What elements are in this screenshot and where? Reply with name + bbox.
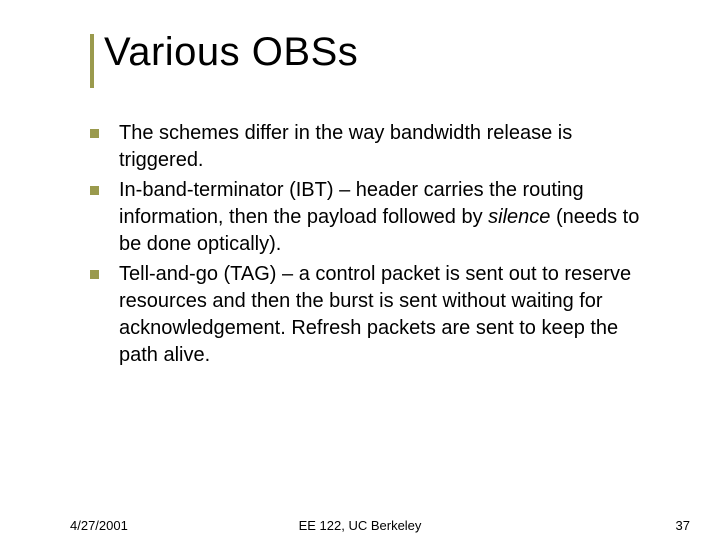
bullet-text-emphasis: silence: [488, 206, 550, 228]
title-accent-bar: [90, 34, 94, 88]
bullet-text: Tell-and-go (TAG) – a control packet is …: [119, 261, 660, 369]
square-bullet-icon: [90, 270, 99, 279]
slide-title: Various OBSs: [90, 30, 358, 75]
square-bullet-icon: [90, 129, 99, 138]
list-item: Tell-and-go (TAG) – a control packet is …: [90, 261, 660, 369]
bullet-text: In-band-terminator (IBT) – header carrie…: [119, 177, 660, 258]
slide: Various OBSs The schemes differ in the w…: [0, 0, 720, 540]
footer-page-number: 37: [676, 518, 690, 533]
bullet-text: The schemes differ in the way bandwidth …: [119, 120, 660, 174]
list-item: The schemes differ in the way bandwidth …: [90, 120, 660, 174]
list-item: In-band-terminator (IBT) – header carrie…: [90, 177, 660, 258]
footer-center: EE 122, UC Berkeley: [0, 518, 720, 533]
bullet-list: The schemes differ in the way bandwidth …: [90, 120, 660, 372]
square-bullet-icon: [90, 186, 99, 195]
title-block: Various OBSs: [90, 30, 358, 75]
